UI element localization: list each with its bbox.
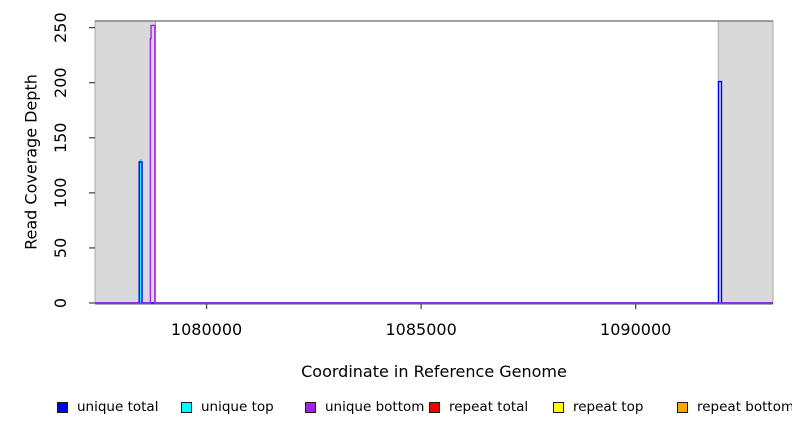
legend-item-unique-bottom: unique bottom: [305, 399, 424, 415]
legend-item-unique-top: unique top: [181, 399, 274, 415]
y-axis-tick-label: 0: [51, 298, 70, 308]
legend-label-repeat-total: repeat total: [449, 399, 529, 415]
x-axis-title: Coordinate in Reference Genome: [301, 362, 567, 381]
legend-label-repeat-bottom: repeat bottom: [697, 399, 792, 415]
legend-item-repeat-bottom: repeat bottom: [677, 399, 792, 415]
y-axis-tick-label: 250: [51, 12, 70, 43]
legend-item-repeat-total: repeat total: [429, 399, 528, 415]
x-axis-tick-label: 1090000: [600, 320, 671, 339]
legend-swatch-repeat-top-icon: [553, 401, 564, 413]
y-axis-tick-label: 200: [51, 67, 70, 98]
y-axis-tick-label: 50: [51, 238, 70, 258]
legend-swatch-repeat-total-icon: [429, 401, 440, 413]
legend-label-unique-top: unique top: [201, 399, 274, 415]
series-unique-top: [95, 159, 773, 304]
y-axis-title: Read Coverage Depth: [21, 74, 41, 250]
legend-swatch-unique-total-icon: [57, 401, 68, 413]
legend-label-repeat-top: repeat top: [573, 399, 644, 415]
x-axis-tick-label: 1085000: [385, 320, 456, 339]
y-axis-tick-label: 100: [51, 178, 70, 209]
legend-item-unique-total: unique total: [57, 399, 158, 415]
series-unique-total: [95, 80, 773, 304]
y-axis-tick-label: 150: [51, 122, 70, 153]
legend-swatch-repeat-bottom-icon: [677, 401, 688, 413]
x-axis-tick-label: 1080000: [171, 320, 242, 339]
legend-label-unique-bottom: unique bottom: [325, 399, 425, 415]
legend-label-unique-total: unique total: [77, 399, 159, 415]
legend-swatch-unique-top-icon: [181, 401, 192, 413]
shaded-flank-region: [717, 20, 774, 304]
legend-swatch-unique-bottom-icon: [305, 401, 316, 413]
shaded-flank-region: [94, 20, 157, 304]
legend-item-repeat-top: repeat top: [553, 399, 643, 415]
series-unique-bottom: [95, 24, 773, 304]
